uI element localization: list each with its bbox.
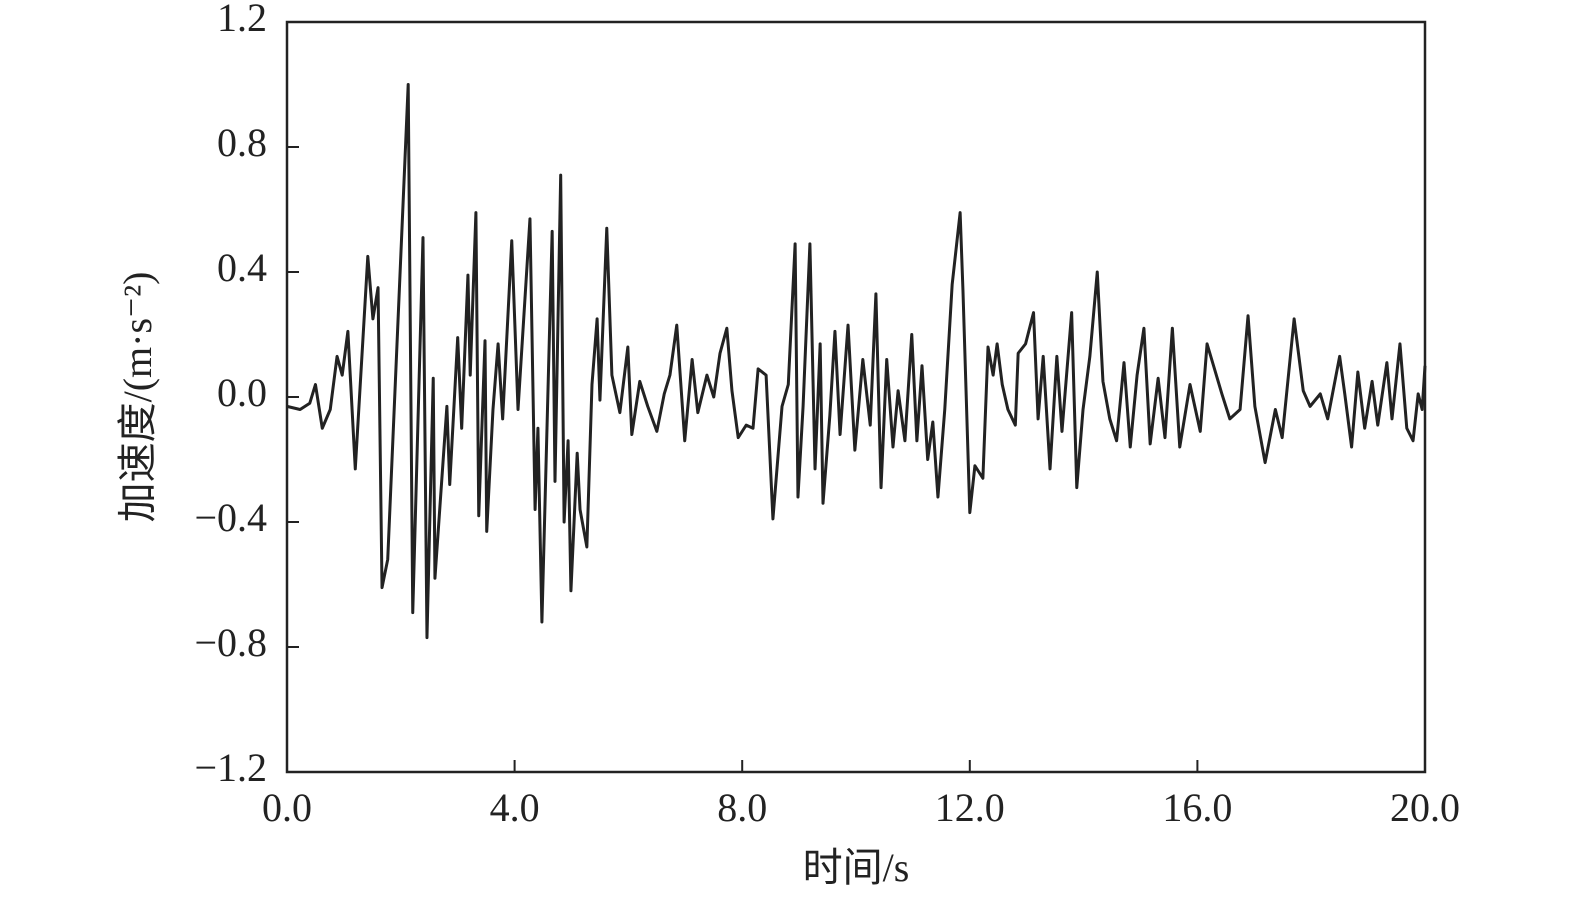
x-tick-label: 0.0 [262,785,312,830]
data-line [286,83,1427,640]
y-tick-label: 0.8 [217,120,267,165]
x-axis-label: 时间/s [803,845,910,890]
x-tick-label: 8.0 [717,785,767,830]
y-tick-label: −1.2 [194,745,267,790]
x-tick-label: 20.0 [1390,785,1460,830]
x-tick-label: 12.0 [935,785,1005,830]
y-axis-label: 加速度/(m·s⁻²) [115,272,160,523]
y-tick-label: −0.4 [194,495,267,540]
y-tick-label: 0.0 [217,370,267,415]
y-tick-label: 1.2 [217,0,267,40]
y-tick-label: −0.8 [194,620,267,665]
x-tick-label: 4.0 [490,785,540,830]
x-tick-label: 16.0 [1162,785,1232,830]
y-tick-label: 0.4 [217,245,267,290]
